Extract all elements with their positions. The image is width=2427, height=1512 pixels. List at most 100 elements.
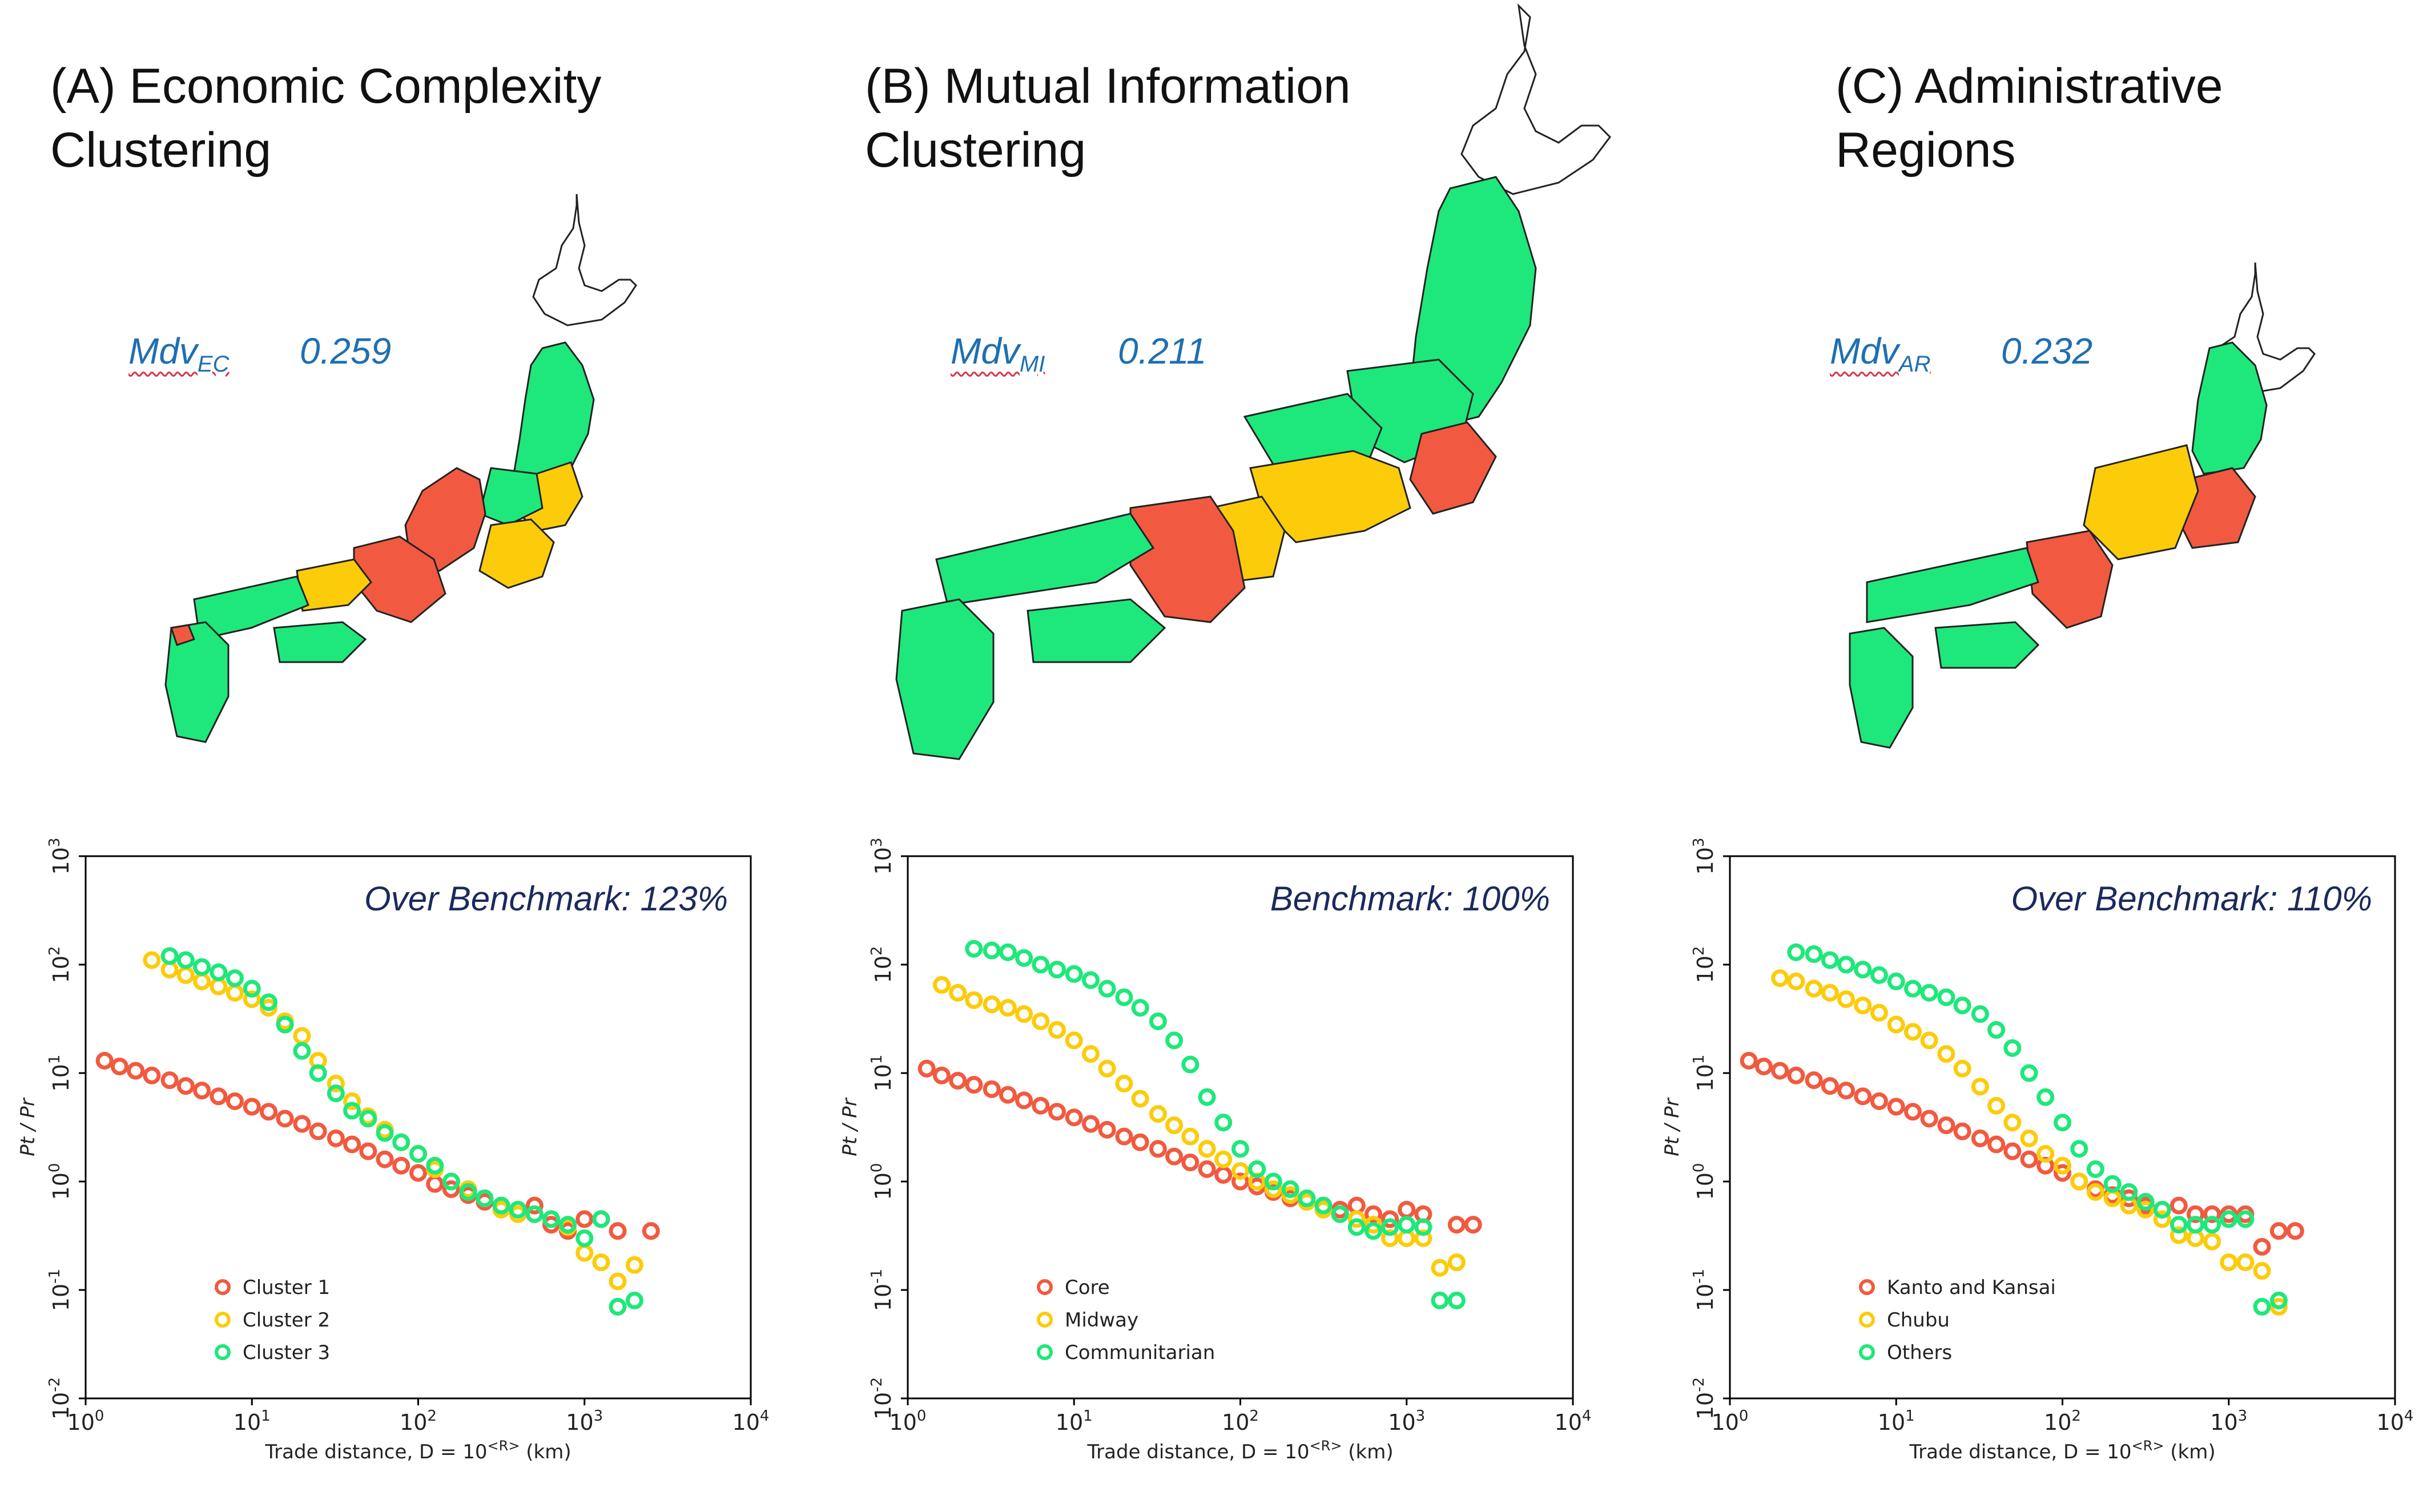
data-point: [625, 1256, 643, 1274]
data-point: [2136, 1200, 2155, 1219]
kansai-region-b: [1129, 495, 1246, 623]
data-point: [459, 1183, 477, 1201]
legend-label: Kanto and Kansai: [1887, 1276, 2056, 1299]
panel-a-japan-map: [164, 193, 637, 743]
data-point: [1987, 1021, 2006, 1039]
data-point: [293, 1042, 311, 1060]
data-point: [1887, 1015, 1905, 1034]
data-point: [1181, 1154, 1200, 1172]
data-point: [609, 1222, 627, 1240]
data-point: [442, 1172, 460, 1191]
benchmark-label: Benchmark: 100%: [1270, 880, 1550, 918]
data-point: [983, 941, 1001, 959]
data-point: [1264, 1172, 1282, 1191]
data-point: [2086, 1183, 2104, 1201]
data-point: [1281, 1186, 1299, 1204]
hokkaido-outline: [532, 193, 637, 326]
series-cluster-1: [95, 1051, 660, 1240]
data-point: [1787, 972, 1805, 990]
y-tick-label: 101: [46, 1055, 74, 1092]
data-point: [1347, 1210, 1366, 1228]
data-point: [1971, 1005, 1989, 1023]
data-point: [2170, 1216, 2188, 1234]
y-tick-label: 10-1: [868, 1269, 896, 1311]
data-point: [1398, 1200, 1416, 1219]
panel-b-chart: 100 101 102 103 104 10-2 10-1 100 101 102 103 Trade…: [839, 838, 1591, 1463]
data-point: [1048, 1021, 1066, 1039]
data-point: [110, 1057, 128, 1075]
plot-frame: [1729, 855, 2396, 1400]
x-tick-label: 100: [1712, 1408, 1749, 1435]
data-point: [2170, 1196, 2188, 1215]
panel-a-title: (A) Economic Complexity Clustering: [50, 59, 602, 178]
data-point: [243, 1098, 261, 1116]
data-point: [1115, 1127, 1133, 1146]
data-point: [1081, 971, 1100, 989]
data-point: [2153, 1210, 2171, 1228]
kyushu-region-b: [895, 598, 995, 760]
data-point: [210, 977, 228, 995]
data-point: [2120, 1189, 2138, 1207]
data-point: [2253, 1262, 2271, 1280]
benchmark-label: Over Benchmark: 123%: [364, 880, 728, 918]
y-tick-label: 10-1: [1691, 1269, 1718, 1311]
data-point: [1805, 945, 1823, 963]
data-point: [525, 1196, 544, 1215]
data-point: [2236, 1210, 2255, 1228]
data-point: [1805, 979, 1823, 998]
data-point: [1398, 1216, 1416, 1234]
data-point: [1198, 1140, 1216, 1158]
data-point: [127, 1062, 145, 1080]
data-point: [559, 1216, 577, 1234]
data-point: [1381, 1218, 1399, 1236]
y-tick-label: 100: [1691, 1163, 1718, 1200]
data-point: [309, 1122, 327, 1140]
data-point: [409, 1144, 427, 1163]
data-point: [293, 1115, 311, 1133]
panel-b-mdv-label: MdvMI: [951, 330, 1045, 377]
data-point: [609, 1272, 627, 1291]
data-point: [1365, 1205, 1383, 1223]
panel-b-japan-map: [895, 3, 1611, 760]
legend-label: Communitarian: [1065, 1341, 1215, 1364]
data-point: [176, 1077, 195, 1095]
data-point: [1920, 1031, 1938, 1050]
data-point: [392, 1133, 410, 1151]
legend-marker: [1037, 1344, 1053, 1360]
data-point: [1937, 1116, 1955, 1134]
data-point: [1347, 1218, 1366, 1236]
data-point: [2054, 1114, 2071, 1132]
data-point: [592, 1210, 610, 1228]
data-point: [509, 1200, 527, 1219]
data-point: [226, 969, 244, 987]
data-point: [1953, 1122, 1971, 1140]
data-point: [160, 947, 179, 965]
data-point: [1115, 1074, 1133, 1092]
data-point: [1805, 1071, 1823, 1089]
data-point: [999, 1086, 1017, 1104]
panel-c-chart: 100 101 102 103 104 10-2 10-1 100 101 102 103 Trade…: [1661, 838, 2414, 1463]
data-point: [492, 1196, 510, 1215]
data-point: [1231, 1140, 1249, 1158]
data-point: [359, 1142, 377, 1160]
data-point: [2253, 1297, 2271, 1316]
data-point: [1887, 1098, 1905, 1116]
data-point: [1903, 1103, 1922, 1121]
data-point: [932, 976, 951, 994]
data-point: [1098, 979, 1116, 998]
series-cluster-3: [160, 947, 643, 1316]
data-point: [983, 1080, 1001, 1098]
x-tick-label: 103: [1388, 1408, 1425, 1435]
data-point: [1771, 1062, 1789, 1080]
data-point: [625, 1291, 643, 1309]
data-point: [609, 1297, 627, 1316]
x-tick-label: 104: [2377, 1408, 2414, 1435]
data-point: [575, 1210, 594, 1228]
data-point: [1065, 1108, 1083, 1127]
chugoku-region-c: [1866, 547, 2039, 623]
data-point: [1065, 965, 1083, 983]
data-point: [1754, 1057, 1773, 1075]
data-point: [1431, 1291, 1449, 1309]
data-point: [1971, 1078, 1989, 1096]
data-point: [1181, 1055, 1200, 1074]
